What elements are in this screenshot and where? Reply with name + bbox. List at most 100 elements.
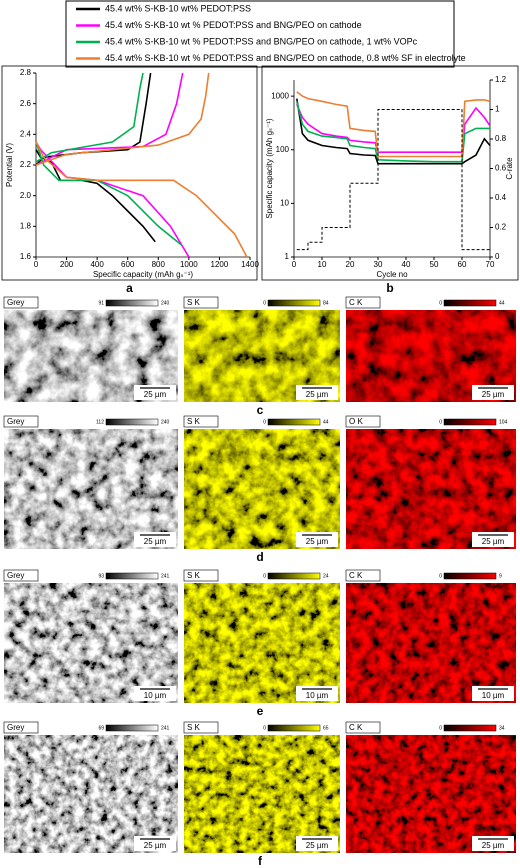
series-line bbox=[296, 101, 490, 163]
y2-tick-label: 0.4 bbox=[495, 193, 507, 202]
scale-box bbox=[472, 385, 514, 400]
channel-box bbox=[183, 296, 219, 309]
legend-label: 45.4 wt% S-KB-10 wt % PEDOT:PSS and BNG/… bbox=[105, 20, 362, 30]
x-tick-label: 40 bbox=[402, 260, 411, 269]
chart-frame bbox=[261, 65, 519, 281]
colorbar-min: 0 bbox=[439, 419, 442, 425]
channel-label: O K bbox=[349, 417, 363, 426]
colorbar-min: 0 bbox=[439, 725, 442, 731]
micrograph-texture bbox=[346, 429, 516, 549]
scale-box bbox=[296, 836, 338, 851]
channel-box bbox=[345, 415, 381, 428]
series-line bbox=[35, 72, 190, 258]
scale-label: 25 µm bbox=[306, 537, 329, 546]
scale-box bbox=[296, 532, 338, 547]
colorbar bbox=[443, 299, 497, 307]
scale-label: 10 µm bbox=[144, 691, 167, 700]
channel-label: Grey bbox=[7, 417, 24, 426]
legend-label: 45.4 wt% S-KB-10 wt% PEDOT:PSS bbox=[105, 3, 251, 13]
micrograph-texture bbox=[4, 735, 178, 853]
y-axis-title: Specific capacity (mAh gₛ⁻¹) bbox=[265, 118, 274, 218]
y-tick-label: 1 bbox=[285, 252, 290, 261]
colorbar bbox=[105, 418, 159, 426]
x-tick-label: 600 bbox=[121, 260, 135, 269]
scale-box bbox=[296, 686, 338, 701]
scale-label: 10 µm bbox=[482, 691, 505, 700]
x-axis-title: Specific capacity (mAh gₛ⁻¹) bbox=[93, 270, 193, 279]
x-tick-label: 0 bbox=[34, 260, 39, 269]
scale-label: 25 µm bbox=[306, 390, 329, 399]
y-tick-label: 2.6 bbox=[20, 99, 32, 108]
channel-box bbox=[3, 296, 39, 309]
colorbar-max: 65 bbox=[323, 725, 329, 731]
scale-label: 25 µm bbox=[306, 841, 329, 850]
colorbar bbox=[443, 572, 497, 580]
channel-label: Grey bbox=[7, 298, 24, 307]
colorbar-max: 24 bbox=[323, 573, 329, 579]
y2-tick-label: 0.2 bbox=[495, 223, 507, 232]
colorbar bbox=[105, 572, 159, 580]
scale-box bbox=[472, 686, 514, 701]
colorbar-max: 84 bbox=[323, 300, 329, 306]
scale-label: 25 µm bbox=[482, 841, 505, 850]
channel-box bbox=[345, 296, 381, 309]
channel-box bbox=[3, 415, 39, 428]
channel-label: C K bbox=[349, 723, 363, 732]
micrograph-texture bbox=[184, 429, 340, 549]
series-line bbox=[296, 104, 491, 153]
legend-label: 45.4 wt% S-KB-10 wt % PEDOT:PSS and BNG/… bbox=[105, 53, 466, 63]
channel-box bbox=[345, 721, 381, 734]
colorbar-max: 240 bbox=[161, 419, 170, 425]
colorbar bbox=[105, 724, 159, 732]
panel-label: f bbox=[258, 854, 263, 868]
micrograph-texture bbox=[346, 583, 516, 703]
colorbar bbox=[267, 572, 321, 580]
scale-box bbox=[134, 836, 176, 851]
colorbar-max: 44 bbox=[499, 300, 505, 306]
x-axis-title: Cycle no bbox=[376, 270, 408, 279]
colorbar-max: 104 bbox=[499, 419, 508, 425]
y-axis-title: Potential (V) bbox=[5, 143, 14, 187]
y2-tick-label: 0.8 bbox=[495, 134, 507, 143]
micrograph-texture bbox=[346, 735, 516, 853]
colorbar bbox=[267, 418, 321, 426]
micrograph-texture bbox=[4, 583, 178, 703]
panel-label: a bbox=[126, 281, 133, 295]
scale-box bbox=[134, 686, 176, 701]
x-tick-label: 1200 bbox=[211, 260, 229, 269]
scale-label: 25 µm bbox=[144, 841, 167, 850]
colorbar-max: 9 bbox=[499, 573, 502, 579]
colorbar bbox=[105, 299, 159, 307]
series-line bbox=[35, 72, 248, 258]
colorbar-min: 93 bbox=[98, 573, 104, 579]
colorbar-max: 241 bbox=[161, 573, 170, 579]
colorbar-min: 0 bbox=[439, 300, 442, 306]
channel-label: S K bbox=[187, 298, 201, 307]
x-tick-label: 200 bbox=[60, 260, 74, 269]
scale-box bbox=[472, 532, 514, 547]
colorbar-min: 91 bbox=[98, 300, 104, 306]
colorbar-min: 112 bbox=[96, 419, 104, 425]
legend-label: 45.4 wt% S-KB-10 wt % PEDOT:PSS and BNG/… bbox=[105, 36, 418, 46]
channel-label: Grey bbox=[7, 571, 24, 580]
series-line bbox=[296, 109, 490, 251]
channel-box bbox=[183, 721, 219, 734]
scale-label: 10 µm bbox=[306, 691, 329, 700]
x-tick-label: 400 bbox=[90, 260, 104, 269]
y-tick-label: 10 bbox=[280, 198, 289, 207]
x-tick-label: 0 bbox=[292, 260, 297, 269]
colorbar-max: 241 bbox=[161, 725, 170, 731]
x-tick-label: 10 bbox=[318, 260, 327, 269]
channel-box bbox=[3, 721, 39, 734]
micrograph-texture bbox=[184, 735, 340, 853]
series-line bbox=[296, 91, 491, 158]
x-tick-label: 800 bbox=[152, 260, 166, 269]
x-tick-label: 30 bbox=[374, 260, 383, 269]
panel-label: e bbox=[257, 704, 264, 718]
colorbar-min: 0 bbox=[263, 300, 266, 306]
colorbar bbox=[443, 724, 497, 732]
y-tick-label: 2.8 bbox=[20, 68, 32, 77]
x-tick-label: 1000 bbox=[180, 260, 198, 269]
y2-tick-label: 1.2 bbox=[495, 75, 507, 84]
